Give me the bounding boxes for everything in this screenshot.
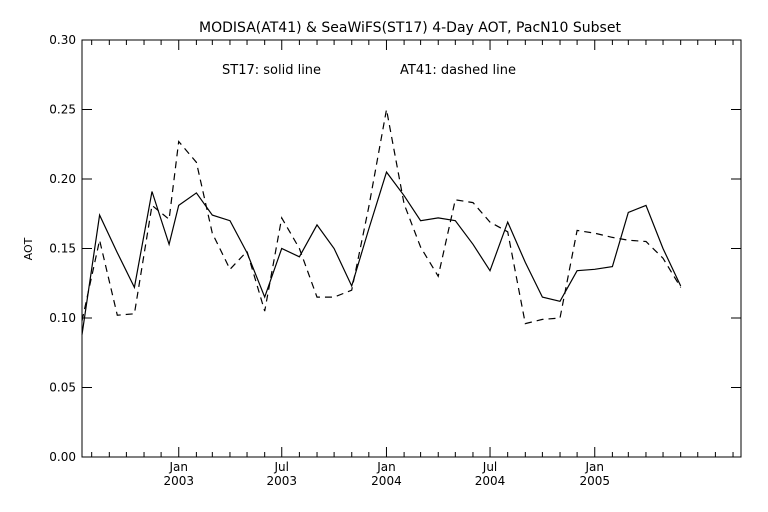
x-tick-month-label: Jul — [274, 460, 289, 474]
y-tick-label: 0.25 — [49, 103, 76, 117]
x-tick-month-label: Jan — [168, 460, 188, 474]
y-tick-label: 0.10 — [49, 311, 76, 325]
x-tick-year-label: 2004 — [475, 474, 506, 488]
y-tick-label: 0.30 — [49, 33, 76, 47]
y-tick-label: 0.05 — [49, 381, 76, 395]
chart-title: MODISA(AT41) & SeaWiFS(ST17) 4-Day AOT, … — [199, 20, 621, 36]
annotation-st17: ST17: solid line — [222, 63, 321, 78]
x-tick-month-label: Jan — [376, 460, 396, 474]
series-layer — [81, 109, 682, 335]
annotation-at41: AT41: dashed line — [400, 63, 516, 78]
series-line-at41-dashed — [81, 109, 682, 325]
x-tick-year-label: 2004 — [371, 474, 402, 488]
y-axis-ticks: 0.00 0.05 0.10 0.15 0.20 0.25 0.30 — [49, 33, 741, 464]
y-axis-label: AOT — [22, 237, 35, 260]
x-tick-month-label: Jul — [482, 460, 497, 474]
y-tick-label: 0.15 — [49, 242, 76, 256]
y-tick-label: 0.00 — [49, 450, 76, 464]
x-tick-year-label: 2003 — [163, 474, 194, 488]
x-tick-year-label: 2003 — [266, 474, 297, 488]
plot-frame — [81, 39, 742, 458]
x-tick-month-label: Jan — [584, 460, 604, 474]
series-line-st17-solid — [81, 170, 682, 335]
x-tick-year-label: 2005 — [579, 474, 610, 488]
y-tick-label: 0.20 — [49, 172, 76, 186]
